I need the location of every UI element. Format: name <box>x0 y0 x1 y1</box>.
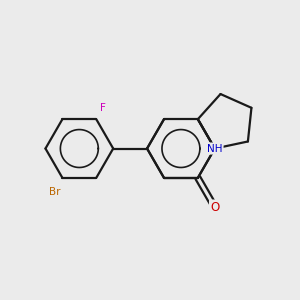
Text: Br: Br <box>49 187 60 197</box>
Text: O: O <box>210 201 219 214</box>
Text: F: F <box>100 103 106 113</box>
Text: NH: NH <box>207 143 223 154</box>
